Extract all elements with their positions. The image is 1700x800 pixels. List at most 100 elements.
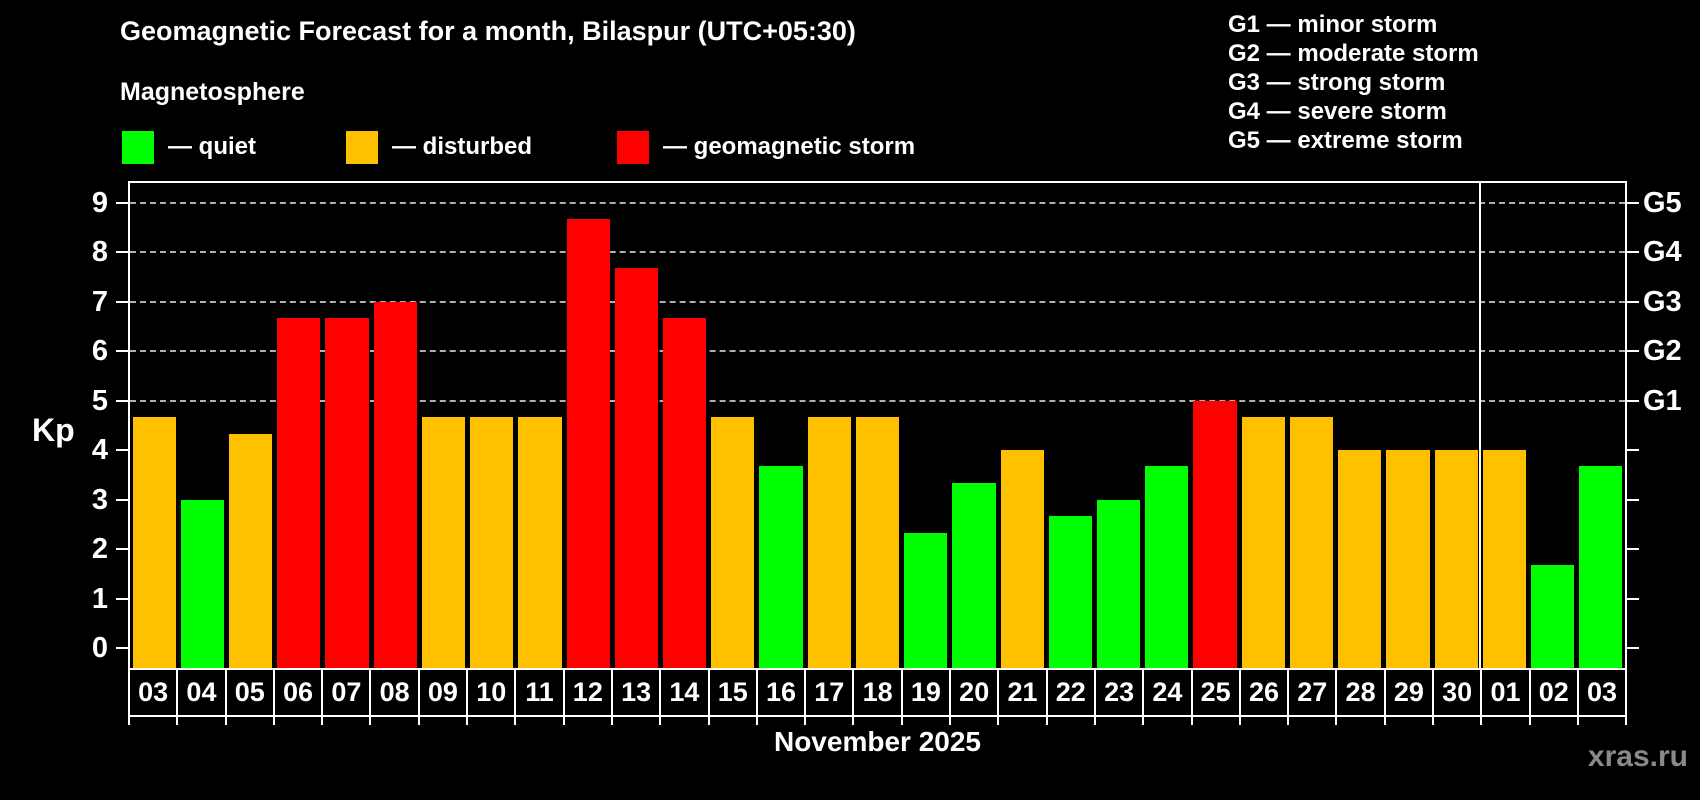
left-tick-3 [116, 498, 128, 501]
right-tick-3 [1627, 498, 1639, 501]
date-boundary-tick [1048, 717, 1096, 725]
right-axis-label-g5: G5 [1643, 186, 1682, 219]
date-cell-12-9: 12 [565, 670, 613, 715]
y-axis-label-1: 1 [91, 582, 108, 615]
date-boundary-tick [371, 717, 420, 725]
left-tick-8 [116, 251, 128, 253]
date-boundary-tick [130, 717, 179, 725]
date-cell-07-4: 07 [323, 670, 372, 715]
date-boundary-tick [1289, 717, 1338, 725]
legend-label-storm: — geomagnetic storm [663, 133, 916, 160]
date-boundary-tick [275, 717, 324, 725]
bar-day-19 [904, 532, 948, 668]
date-boundary-tick [227, 717, 275, 725]
date-boundary-tick [1193, 717, 1241, 725]
g3-legend-line: G3 — strong storm [1228, 69, 1446, 96]
date-cell-01-28: 01 [1482, 670, 1531, 715]
legend-item-quiet: — quiet [122, 129, 256, 165]
date-cell-11-8: 11 [516, 670, 565, 715]
left-tick-1 [116, 597, 128, 600]
date-boundary-tick [1241, 717, 1290, 725]
right-tick-0 [1627, 647, 1639, 649]
g2-legend-line: G2 — moderate storm [1228, 40, 1479, 67]
date-cell-17-14: 17 [806, 670, 855, 715]
date-cell-21-18: 21 [999, 670, 1048, 715]
legend-item-disturbed: — disturbed [346, 129, 532, 165]
right-axis-label-g2: G2 [1643, 335, 1682, 367]
date-cell-16-13: 16 [758, 670, 807, 715]
bar-day-14 [662, 317, 707, 668]
bar-day-15 [711, 416, 755, 668]
date-boundary-tick [1096, 717, 1145, 725]
gridline-g2 [130, 350, 1625, 352]
bar-day-23 [1097, 499, 1141, 668]
left-tick-5 [116, 399, 128, 402]
date-cell-30-27: 30 [1434, 670, 1483, 715]
date-boundary-tick [565, 717, 613, 725]
y-axis-title: Kp [32, 412, 75, 448]
date-cell-13-10: 13 [613, 670, 662, 715]
gridline-g1 [130, 399, 1625, 402]
bar-day-20 [952, 483, 996, 668]
date-boundary-tick [1144, 717, 1193, 725]
date-cell-06-3: 06 [275, 670, 324, 715]
subtitle-magnetosphere: Magnetosphere [120, 78, 305, 106]
bar-day-12 [566, 218, 610, 668]
bar-day-07 [325, 317, 369, 668]
date-boundary-tick [999, 717, 1048, 725]
right-tick-2 [1627, 548, 1639, 550]
right-tick-7 [1627, 300, 1639, 303]
bar-day-02 [1531, 565, 1575, 668]
date-boundary-tick [903, 717, 952, 725]
date-cell-15-12: 15 [710, 670, 758, 715]
date-cell-14-11: 14 [661, 670, 710, 715]
date-boundary-tick [951, 717, 1000, 725]
date-cell-25-22: 25 [1193, 670, 1241, 715]
disturbed-color-swatch [346, 130, 378, 164]
date-boundary-tick [854, 717, 903, 725]
date-boundary-tick [1579, 717, 1628, 725]
right-tick-4 [1627, 449, 1639, 451]
bar-day-21 [1000, 450, 1044, 668]
quiet-color-swatch [122, 130, 154, 164]
date-cell-24-21: 24 [1144, 670, 1193, 715]
y-axis-label-5: 5 [91, 384, 108, 417]
g4-legend-line: G4 — severe storm [1228, 98, 1447, 125]
date-boundary-tick [758, 717, 807, 725]
storm-color-swatch [617, 130, 649, 164]
date-boundary-tick [710, 717, 758, 725]
right-tick-9 [1627, 201, 1639, 204]
date-cell-29-26: 29 [1386, 670, 1435, 715]
date-cell-23-20: 23 [1096, 670, 1145, 715]
y-axis-label-7: 7 [91, 285, 108, 318]
right-axis-label-g1: G1 [1643, 384, 1682, 417]
date-cell-19-16: 19 [903, 670, 952, 715]
date-boundary-tick [1337, 717, 1386, 725]
left-tick-9 [116, 201, 128, 204]
date-axis-ticks [128, 717, 1628, 725]
bar-day-18 [855, 416, 900, 668]
bar-day-28 [1338, 450, 1382, 668]
date-boundary-tick [806, 717, 855, 725]
right-tick-6 [1627, 350, 1639, 352]
watermark-xras: xras.ru [1587, 740, 1688, 773]
date-cell-20-17: 20 [951, 670, 1000, 715]
y-axis-label-4: 4 [91, 434, 108, 466]
y-axis-label-0: 0 [91, 632, 108, 664]
date-cell-28-25: 28 [1337, 670, 1386, 715]
date-cell-03-30: 03 [1587, 677, 1618, 707]
g5-legend-line: G5 — extreme storm [1228, 127, 1463, 154]
gridline-g4 [130, 251, 1625, 253]
y-axis-label-3: 3 [91, 483, 108, 516]
bar-day-16 [759, 466, 803, 668]
right-tick-8 [1627, 251, 1639, 253]
bar-day-22 [1048, 515, 1092, 668]
bar-day-13 [614, 268, 658, 668]
legend-label-disturbed: — disturbed [392, 133, 533, 160]
bar-day-24 [1145, 466, 1189, 668]
date-cell-18-15: 18 [854, 670, 903, 715]
date-boundary-tick [1482, 717, 1531, 725]
date-boundary-tick [516, 717, 565, 725]
date-cell-27-24: 27 [1289, 670, 1338, 715]
